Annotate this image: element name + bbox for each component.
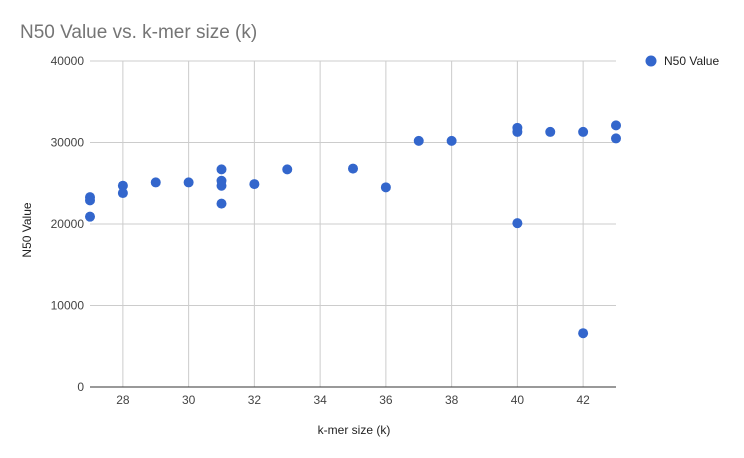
legend-marker [645,55,657,67]
x-tick-label: 30 [182,393,196,407]
data-point [150,177,161,188]
x-tick-label: 36 [379,393,393,407]
x-tick-label: 40 [511,393,525,407]
data-point [512,126,523,137]
data-point [85,211,95,222]
data-point [611,133,621,144]
x-tick-label: 38 [445,393,459,407]
data-point [512,218,523,229]
data-point [117,180,128,191]
data-point [413,135,424,146]
data-point [578,126,589,137]
y-tick-label: 20000 [51,217,85,231]
data-point [446,135,457,146]
x-tick-label: 34 [313,393,327,407]
legend: N50 Value [645,54,719,68]
y-tick-label: 30000 [51,136,85,150]
x-tick-label: 42 [576,393,590,407]
y-axis-label: N50 Value [20,202,34,257]
data-point [282,164,293,175]
data-point [578,328,589,339]
data-point [216,198,227,209]
chart-title: N50 Value vs. k-mer size (k) [20,22,257,43]
data-point [380,182,391,193]
legend-label: N50 Value [664,54,719,68]
data-point [183,177,194,188]
y-tick-label: 10000 [51,299,85,313]
data-point [117,188,128,199]
gridlines [90,60,616,387]
x-tick-label: 32 [248,393,262,407]
data-point [545,126,556,137]
data-point [249,179,260,190]
tick-labels: 0 10000 20000 30000 40000 28 30 32 34 36 38 40 42 [51,54,590,407]
data-point [216,180,227,191]
data-points [85,120,621,339]
data-point [611,120,621,131]
x-axis-label: k-mer size (k) [318,423,391,437]
x-tick-label: 28 [116,393,130,407]
y-tick-label: 0 [77,380,84,394]
data-point [85,195,95,206]
y-tick-label: 40000 [51,54,85,68]
data-point [348,163,358,174]
data-point [216,164,227,175]
